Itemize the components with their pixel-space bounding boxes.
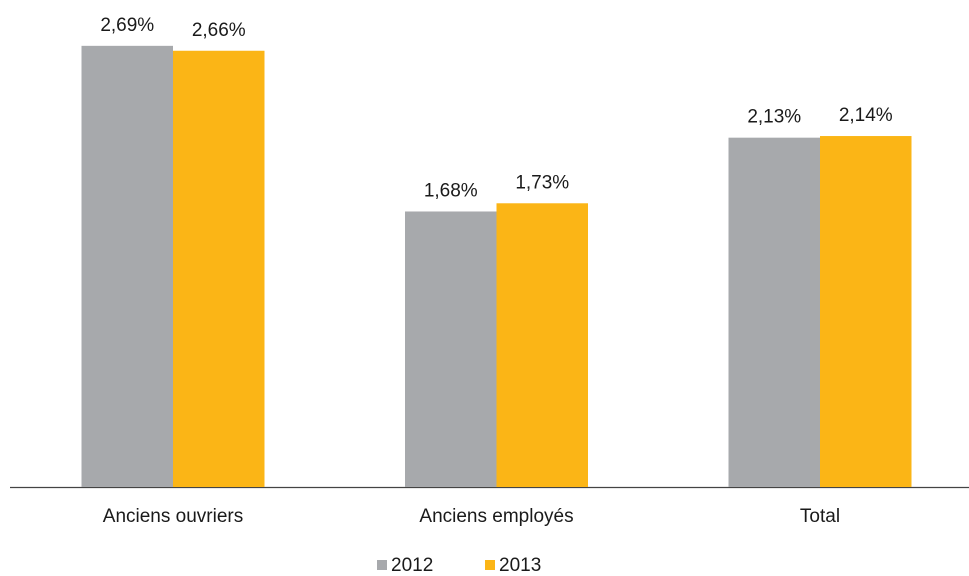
data-label: 2,13% [747,107,801,128]
data-label: 1,73% [515,172,569,193]
bar [820,136,912,488]
legend-label: 2012 [391,555,433,576]
legend-swatch [485,560,495,570]
bar [728,137,820,487]
data-label: 2,69% [100,15,154,36]
bar [173,50,265,487]
data-label: 2,66% [192,20,246,41]
data-label: 2,14% [839,105,893,126]
legend-swatch [377,560,387,570]
x-tick-label: Anciens employés [419,506,573,527]
x-tick-label: Total [800,506,840,527]
bar [81,45,173,488]
bar [405,211,497,488]
data-label: 1,68% [424,180,478,201]
legend-label: 2013 [499,555,541,576]
bar [496,203,588,487]
x-tick-label: Anciens ouvriers [103,506,243,527]
